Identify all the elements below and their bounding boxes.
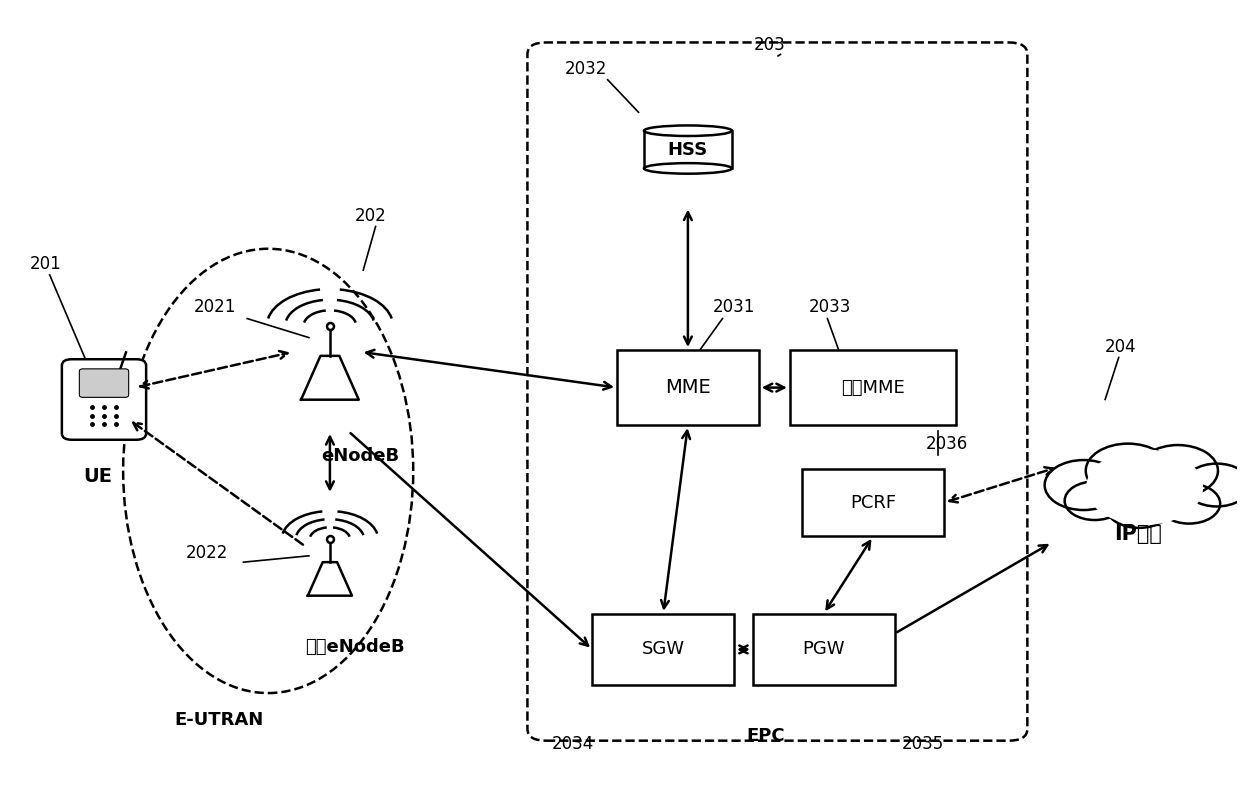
Polygon shape — [644, 131, 732, 169]
Text: 其它eNodeB: 其它eNodeB — [305, 638, 404, 655]
Text: 203: 203 — [754, 36, 785, 54]
Bar — [802, 469, 944, 536]
Bar — [790, 350, 956, 425]
Circle shape — [1106, 485, 1172, 528]
Text: EPC: EPC — [746, 726, 785, 745]
Text: MME: MME — [665, 378, 711, 397]
Text: PGW: PGW — [802, 641, 844, 658]
Text: 201: 201 — [30, 255, 62, 272]
Text: 204: 204 — [1105, 338, 1137, 356]
Text: 202: 202 — [355, 207, 387, 225]
Text: 2032: 2032 — [564, 60, 606, 78]
Text: 2022: 2022 — [186, 544, 228, 562]
Circle shape — [1158, 483, 1220, 523]
Circle shape — [1086, 443, 1171, 498]
Text: HSS: HSS — [668, 141, 708, 158]
Text: 2034: 2034 — [552, 734, 594, 753]
Text: UE: UE — [83, 467, 113, 486]
Polygon shape — [308, 562, 352, 596]
Text: 2035: 2035 — [901, 734, 944, 753]
Text: E-UTRAN: E-UTRAN — [174, 711, 263, 729]
Text: eNodeB: eNodeB — [321, 447, 399, 465]
FancyBboxPatch shape — [79, 369, 129, 397]
Text: 2033: 2033 — [808, 298, 851, 316]
Ellipse shape — [644, 125, 732, 136]
Text: SGW: SGW — [642, 641, 684, 658]
Bar — [753, 614, 895, 685]
Text: 2031: 2031 — [713, 298, 755, 316]
Polygon shape — [301, 356, 358, 400]
Text: 2021: 2021 — [195, 298, 237, 316]
Ellipse shape — [644, 163, 732, 173]
FancyBboxPatch shape — [62, 360, 146, 439]
Circle shape — [1138, 445, 1218, 496]
Circle shape — [1044, 460, 1122, 510]
Text: PCRF: PCRF — [849, 494, 897, 511]
Circle shape — [1087, 450, 1203, 524]
Text: IP业务: IP业务 — [1115, 524, 1162, 544]
Bar — [593, 614, 734, 685]
Text: 2036: 2036 — [926, 435, 968, 454]
Circle shape — [1065, 482, 1125, 520]
Circle shape — [1183, 463, 1240, 507]
Bar — [618, 350, 759, 425]
Text: 其它MME: 其它MME — [841, 379, 905, 396]
